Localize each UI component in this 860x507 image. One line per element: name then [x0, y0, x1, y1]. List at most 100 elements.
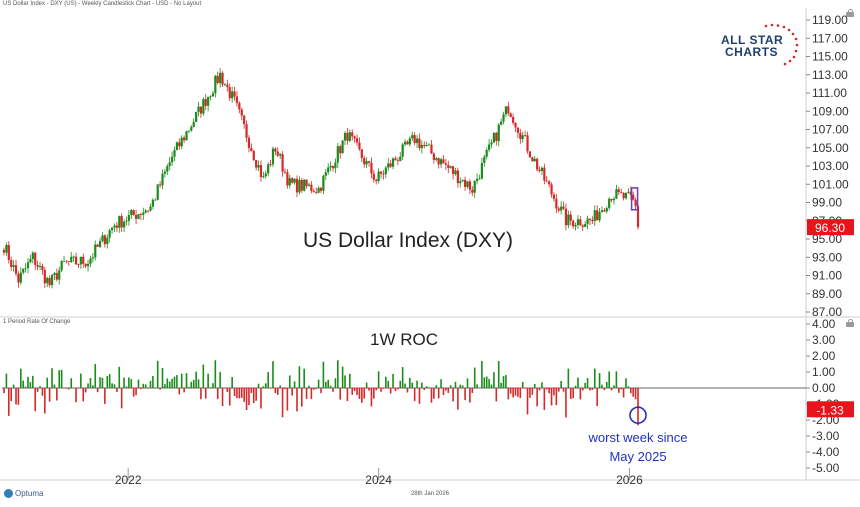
candle-body	[247, 137, 251, 149]
roc-bar	[308, 385, 310, 388]
roc-bar	[87, 383, 89, 388]
candle-body	[490, 142, 493, 145]
roc-bar	[291, 388, 293, 396]
candle-body	[471, 189, 474, 193]
roc-bar	[423, 388, 426, 391]
roc-bar	[197, 379, 200, 388]
candle-body	[53, 273, 56, 275]
candle-body	[339, 146, 342, 154]
y-tick-label: 89.00	[812, 287, 842, 301]
roc-bar	[435, 385, 438, 388]
candle-body	[195, 111, 198, 122]
candle-body	[382, 173, 385, 175]
candle-body	[67, 261, 70, 263]
roc-bar	[557, 388, 560, 392]
candle-body	[497, 124, 500, 141]
candle-body	[420, 144, 423, 149]
roc-bar	[514, 388, 517, 396]
roc-bar	[555, 388, 558, 406]
y-tick-label: 101.00	[812, 177, 849, 191]
candle-body	[34, 252, 37, 265]
roc-bar	[481, 360, 483, 388]
roc-bar	[185, 373, 188, 388]
candle-body	[180, 137, 183, 147]
roc-bar	[142, 383, 145, 388]
candle-body	[507, 106, 510, 114]
roc-bar	[200, 388, 202, 400]
candle-body	[204, 99, 207, 106]
roc-bar	[538, 388, 541, 391]
candle-body	[519, 132, 522, 139]
roc-bar	[180, 373, 183, 388]
roc-bar	[293, 381, 296, 388]
roc-bar	[502, 376, 505, 388]
y-tick-label: 119.00	[812, 13, 848, 27]
roc-bar	[428, 387, 430, 388]
roc-bar	[238, 388, 241, 399]
candle-body	[555, 198, 558, 209]
roc-bar	[574, 385, 577, 388]
candle-body	[461, 179, 464, 182]
roc-bar	[75, 388, 77, 403]
candle-body	[435, 158, 438, 160]
roc-bar	[392, 373, 394, 388]
candle-body	[110, 227, 114, 231]
lock-icon[interactable]	[846, 9, 854, 17]
roc-bar	[447, 388, 450, 393]
roc-bar	[459, 384, 462, 388]
candle-body	[65, 260, 68, 262]
candle-body	[432, 153, 435, 160]
roc-y-tick-label: -5.00	[812, 461, 840, 475]
candle-body	[524, 135, 527, 137]
optuma-logo-icon	[4, 489, 13, 499]
roc-bar	[430, 388, 433, 403]
candle-body	[199, 106, 203, 114]
roc-bar	[341, 366, 344, 388]
candle-body	[255, 160, 258, 168]
candle-body	[408, 138, 411, 145]
candle-body	[276, 151, 279, 156]
candle-body	[183, 137, 186, 141]
roc-bar	[488, 378, 490, 388]
roc-bar	[89, 378, 92, 388]
candle-body	[72, 256, 75, 258]
roc-bar	[591, 388, 594, 390]
roc-bar	[207, 373, 209, 388]
x-tick-label: 2024	[365, 473, 392, 487]
candle-body	[387, 163, 390, 168]
candle-body	[171, 156, 174, 163]
roc-bar	[332, 388, 334, 392]
candle-body	[560, 206, 563, 211]
candle-body	[250, 148, 253, 152]
roc-bar	[543, 388, 546, 410]
roc-bar	[457, 388, 459, 410]
candle-body	[538, 169, 541, 172]
roc-bar	[132, 388, 135, 397]
roc-bar	[161, 368, 164, 388]
note-line-2: May 2025	[609, 449, 666, 464]
candle-body	[293, 178, 296, 183]
candle-body	[226, 84, 229, 88]
roc-bar	[92, 385, 94, 388]
roc-bar	[589, 388, 591, 391]
highlight-circle	[629, 406, 647, 425]
roc-bar	[65, 388, 68, 389]
roc-bar	[452, 388, 454, 402]
candle-body	[586, 218, 589, 225]
roc-bar	[3, 388, 5, 394]
candle-body	[50, 274, 54, 286]
candle-body	[521, 135, 524, 139]
candle-body	[127, 215, 130, 221]
lock-icon[interactable]	[846, 319, 854, 327]
candle-body	[516, 127, 520, 133]
roc-bar	[581, 388, 584, 391]
roc-bar	[572, 388, 574, 399]
candle-body	[475, 178, 479, 182]
candle-body	[22, 268, 25, 273]
roc-bar	[152, 375, 154, 388]
roc-bar	[608, 371, 610, 388]
roc-bar	[209, 387, 212, 388]
candle-body	[600, 210, 604, 213]
candle-body	[396, 160, 399, 162]
roc-bar	[562, 388, 565, 392]
